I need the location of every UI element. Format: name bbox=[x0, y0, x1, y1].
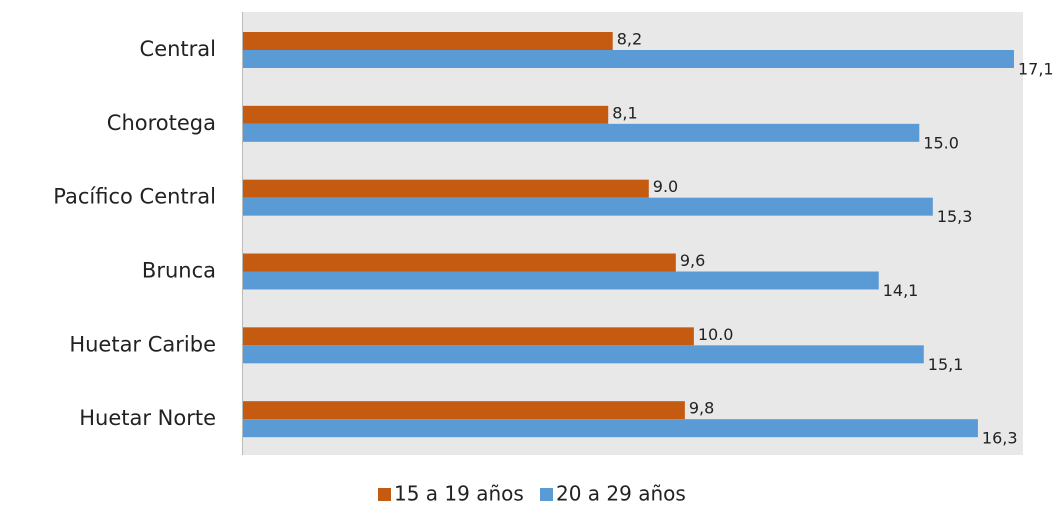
bar bbox=[243, 197, 933, 216]
bar bbox=[243, 345, 924, 364]
legend-label: 20 a 29 años bbox=[556, 482, 686, 506]
value-label: 15.0 bbox=[923, 133, 959, 152]
y-tick-label: Brunca bbox=[142, 259, 216, 283]
bar bbox=[243, 419, 978, 438]
value-label: 8,2 bbox=[617, 30, 642, 49]
bar bbox=[243, 327, 694, 346]
bar bbox=[243, 32, 613, 50]
value-label: 9.0 bbox=[653, 177, 678, 196]
bar bbox=[243, 179, 649, 198]
value-label: 14,1 bbox=[883, 281, 919, 300]
y-tick-label: Pacífico Central bbox=[53, 185, 216, 209]
y-tick-label: Chorotega bbox=[107, 111, 216, 135]
legend-swatch bbox=[540, 488, 553, 501]
value-label: 9,8 bbox=[689, 399, 714, 418]
y-tick-label: Huetar Caribe bbox=[69, 332, 216, 356]
value-label: 9,6 bbox=[680, 251, 705, 270]
y-tick-label: Huetar Norte bbox=[79, 406, 216, 430]
legend-swatch bbox=[378, 488, 391, 501]
bar bbox=[243, 123, 920, 142]
bar bbox=[243, 253, 676, 272]
value-label: 15,3 bbox=[937, 207, 973, 226]
y-tick-label: Central bbox=[140, 37, 216, 61]
value-label: 16,3 bbox=[982, 429, 1018, 448]
bar bbox=[243, 105, 609, 124]
bar bbox=[243, 401, 685, 420]
value-label: 15,1 bbox=[928, 355, 964, 374]
plot-area bbox=[242, 12, 1023, 455]
bar bbox=[243, 271, 879, 290]
value-label: 10.0 bbox=[698, 325, 734, 344]
bar bbox=[243, 50, 1014, 68]
value-label: 8,1 bbox=[612, 103, 637, 122]
value-label: 17,1 bbox=[1018, 60, 1054, 79]
legend-label: 15 a 19 años bbox=[394, 482, 524, 506]
